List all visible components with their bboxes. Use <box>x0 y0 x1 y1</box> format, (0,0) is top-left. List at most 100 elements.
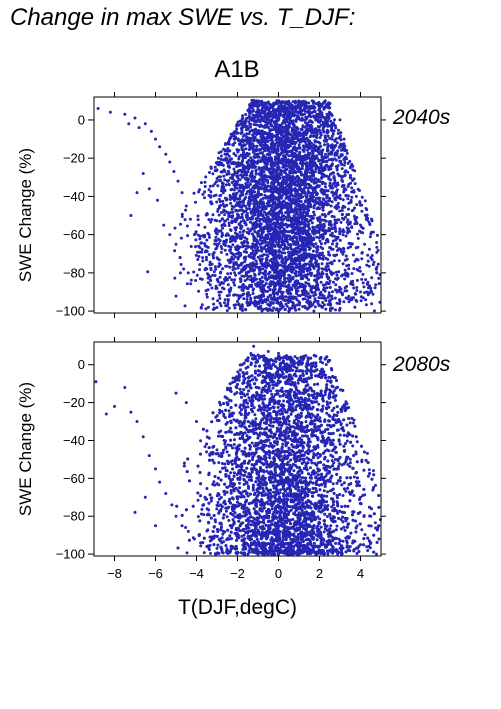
scatter-point <box>320 190 324 194</box>
scatter-point <box>214 235 218 239</box>
scatter-point <box>337 128 340 132</box>
scatter-point <box>287 183 290 187</box>
scatter-point <box>218 219 222 223</box>
scatter-point <box>273 190 277 194</box>
scatter-point <box>336 276 340 280</box>
scatter-point <box>342 250 346 253</box>
scatter-point <box>318 223 322 227</box>
scatter-point <box>292 128 296 132</box>
scatter-point <box>327 152 331 156</box>
scatter-point <box>240 212 244 216</box>
scatter-point <box>330 137 334 141</box>
scatter-point <box>210 262 214 266</box>
scatter-point <box>358 189 361 192</box>
scatter-point <box>319 242 323 246</box>
scatter-point <box>209 195 213 199</box>
scatter-point <box>298 146 302 150</box>
scatter-point <box>216 257 220 261</box>
scatter-point <box>343 160 347 164</box>
scatter-point <box>306 267 309 271</box>
scatter-point <box>326 203 330 206</box>
scatter-point <box>294 153 298 157</box>
scatter-point <box>248 199 252 203</box>
scatter-point <box>251 301 255 305</box>
scatter-point <box>245 161 249 165</box>
scatter-point <box>332 215 336 219</box>
scatter-point <box>262 207 266 211</box>
scatter-point <box>238 169 241 173</box>
scatter-point <box>257 212 261 216</box>
scatter-point <box>318 162 322 166</box>
scatter-point <box>182 267 186 271</box>
scatter-point <box>260 257 264 261</box>
scatter-point <box>272 101 276 105</box>
scatter-point <box>224 304 228 308</box>
scatter-point <box>276 167 280 171</box>
scatter-point <box>226 283 230 287</box>
scatter-point <box>236 217 239 220</box>
scatter-point <box>352 177 356 181</box>
scatter-point <box>271 291 275 295</box>
scatter-point <box>304 273 308 277</box>
scatter-point <box>302 150 306 153</box>
scatter-point <box>313 106 317 110</box>
scatter-point <box>208 260 212 264</box>
scatter-point <box>293 231 297 235</box>
scatter-point <box>299 276 303 280</box>
scatter-point <box>261 299 265 303</box>
scatter-point <box>364 278 368 282</box>
scatter-point <box>218 296 222 300</box>
scatter-point <box>360 209 364 213</box>
scatter-point <box>219 154 223 158</box>
scatter-point <box>290 136 294 140</box>
scatter-point <box>327 250 330 254</box>
scatter-point <box>333 118 336 122</box>
scatter-point <box>196 258 200 261</box>
scatter-point <box>308 185 312 189</box>
scatter-point <box>198 268 201 272</box>
scatter-point <box>236 161 240 165</box>
scatter-point <box>305 229 309 233</box>
scatter-point <box>298 140 302 144</box>
scatter-point <box>339 220 343 224</box>
scatter-point <box>300 248 303 252</box>
scatter-point <box>300 127 304 131</box>
scatter-point <box>318 129 322 133</box>
scatter-point <box>303 186 306 190</box>
scatter-point <box>231 173 235 177</box>
scatter-point <box>268 194 272 198</box>
scatter-point <box>333 153 337 157</box>
scatter-point <box>273 108 277 112</box>
scatter-point <box>221 182 225 185</box>
scatter-point <box>235 183 239 187</box>
scatter-point <box>305 224 309 228</box>
scatter-point <box>223 301 226 305</box>
scatter-point <box>334 308 337 312</box>
scatter-point <box>297 179 301 183</box>
scatter-point <box>252 166 256 169</box>
scatter-point <box>217 213 221 217</box>
scatter-point <box>269 110 273 114</box>
scatter-point <box>300 173 303 177</box>
scatter-point <box>353 305 357 309</box>
scatter-point <box>270 237 274 241</box>
scatter-point <box>315 156 319 160</box>
scatter-point <box>225 309 229 313</box>
scatter-point <box>271 249 275 253</box>
scatter-point <box>189 245 193 248</box>
scatter-point <box>337 247 341 251</box>
scatter-point <box>290 193 294 197</box>
scatter-point <box>236 209 240 213</box>
scatter-point <box>231 265 235 269</box>
scatter-point <box>275 242 279 246</box>
scatter-point <box>303 306 307 310</box>
scatter-point <box>341 233 345 237</box>
scatter-point <box>282 266 286 270</box>
scatter-point <box>375 241 379 244</box>
scatter-point <box>275 254 278 258</box>
scatter-point <box>337 205 341 209</box>
scatter-point <box>369 232 373 236</box>
scatter-point <box>349 242 353 245</box>
scatter-point <box>355 278 359 282</box>
scatter-point <box>308 151 312 155</box>
